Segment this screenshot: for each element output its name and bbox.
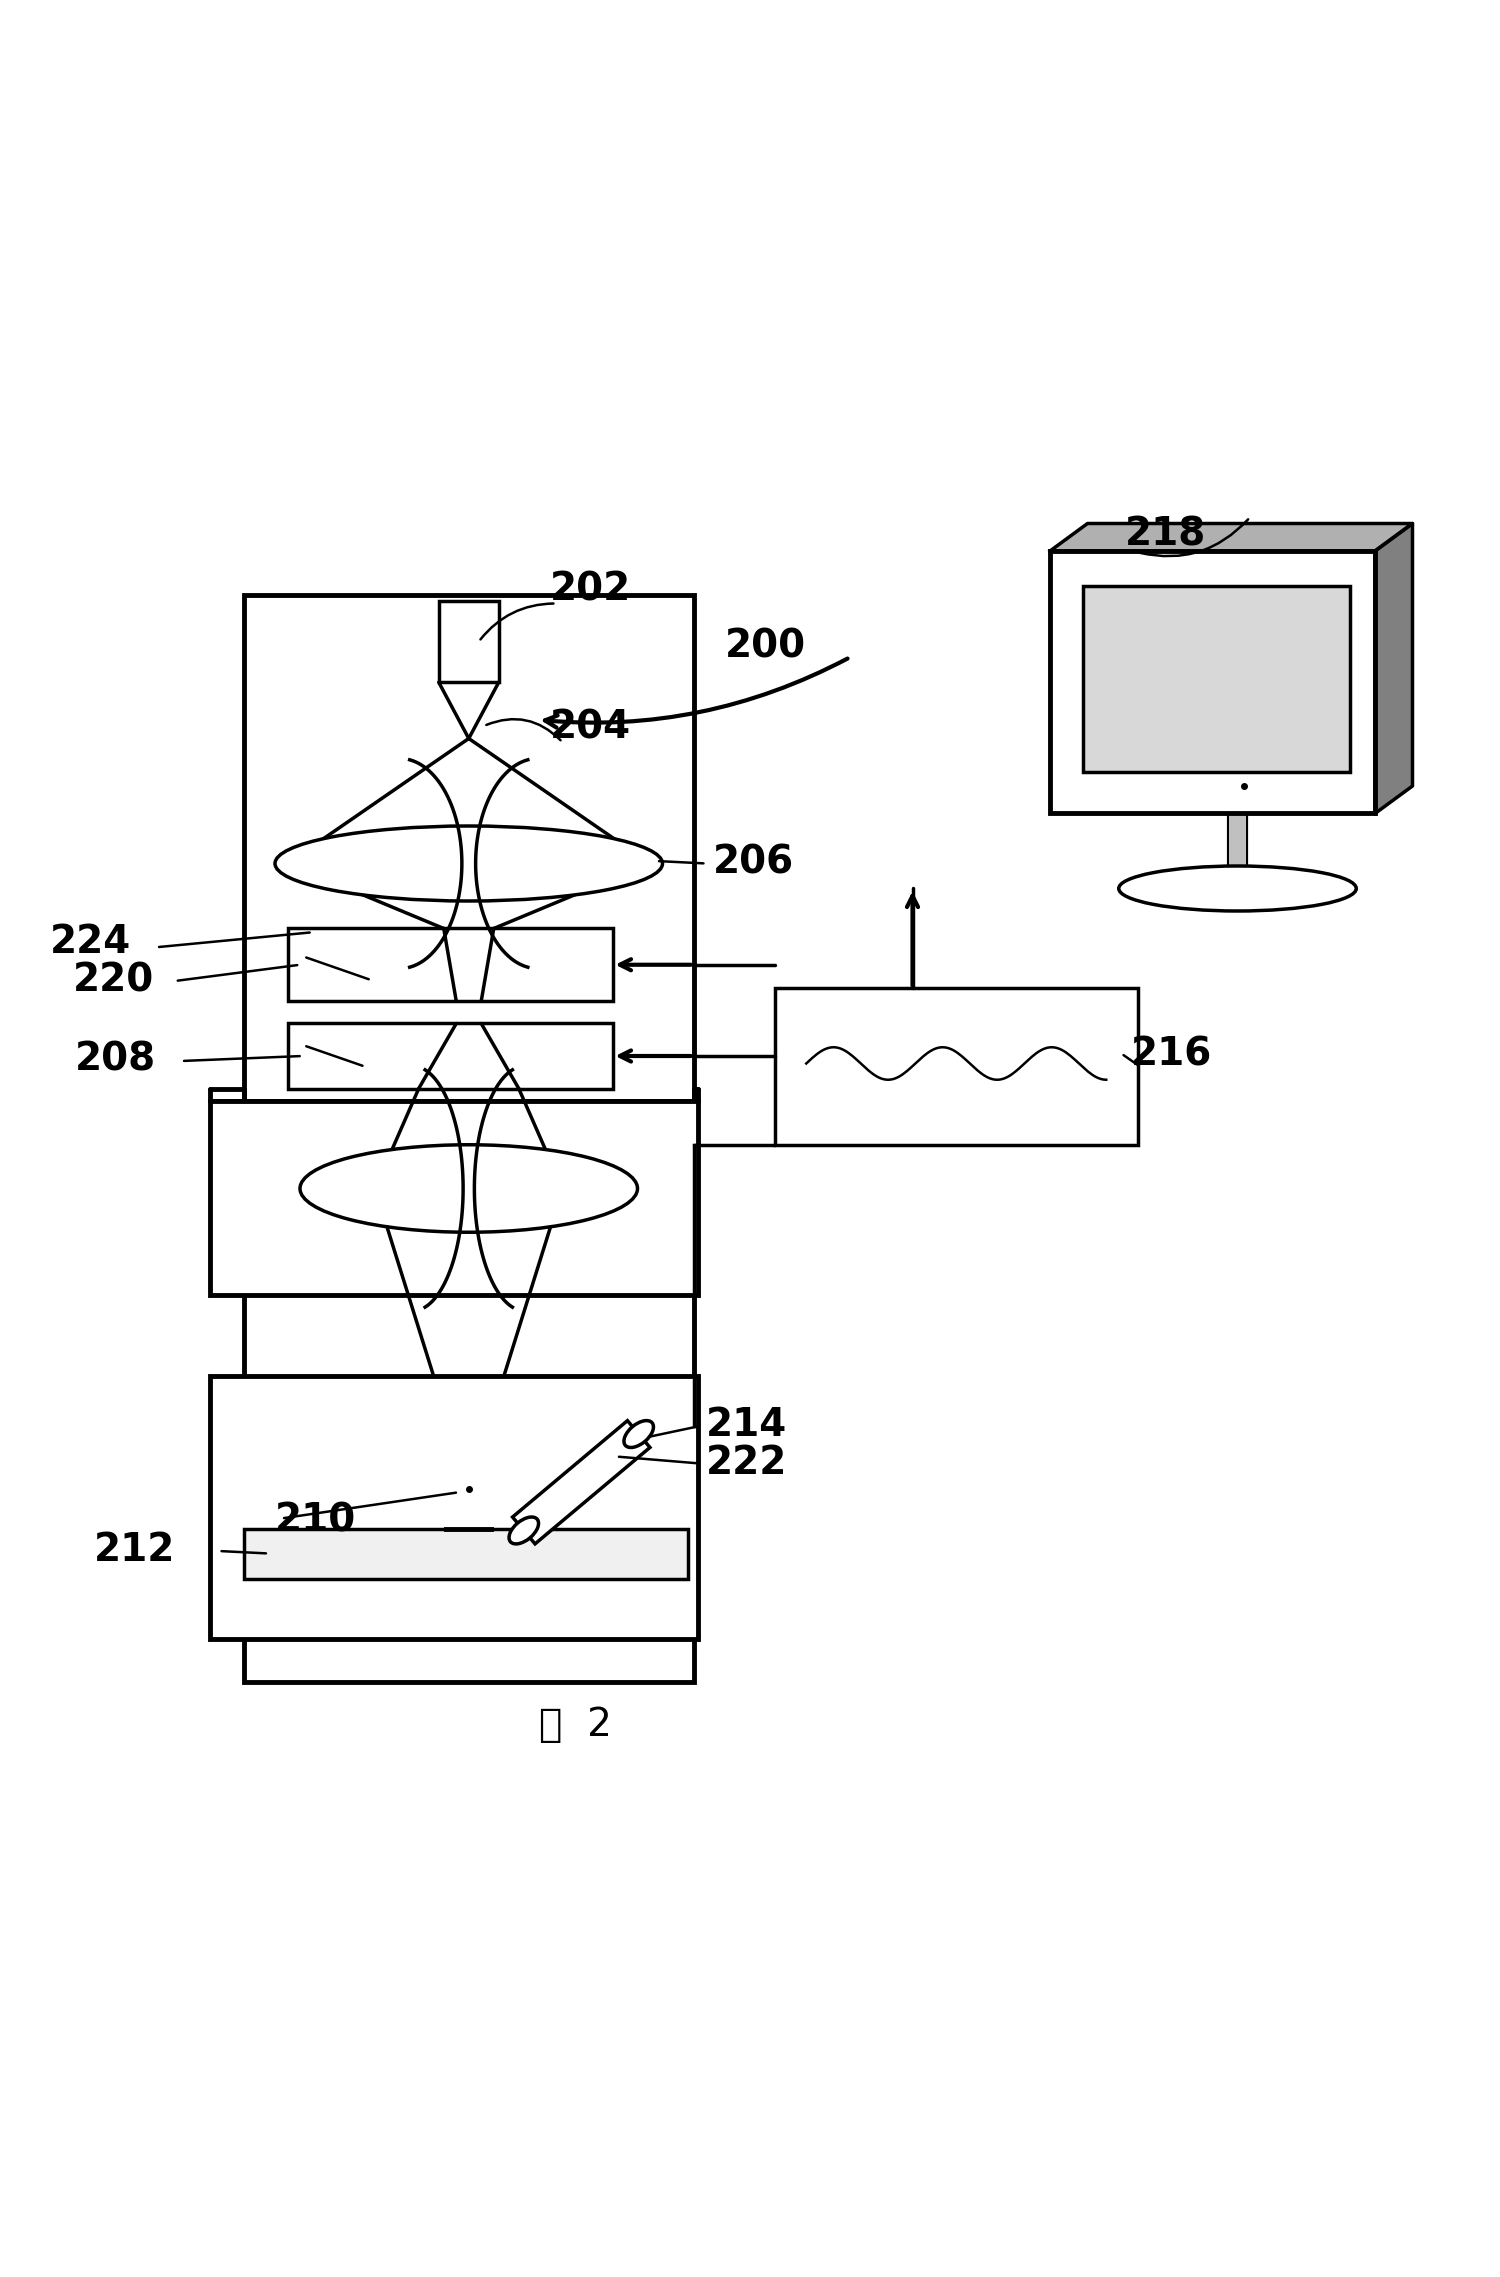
Polygon shape — [1050, 524, 1413, 551]
Ellipse shape — [509, 1516, 538, 1544]
Polygon shape — [1228, 813, 1246, 888]
FancyBboxPatch shape — [1050, 551, 1376, 813]
Text: 218: 218 — [1125, 517, 1206, 553]
Text: 212: 212 — [93, 1530, 176, 1569]
Text: 210: 210 — [274, 1501, 357, 1539]
Polygon shape — [1376, 524, 1413, 813]
Ellipse shape — [624, 1421, 654, 1448]
FancyBboxPatch shape — [210, 1102, 698, 1296]
Text: 图  2: 图 2 — [538, 1705, 612, 1744]
Ellipse shape — [300, 1145, 638, 1232]
FancyBboxPatch shape — [210, 1375, 698, 1639]
FancyBboxPatch shape — [288, 1022, 612, 1088]
Text: 222: 222 — [706, 1444, 788, 1482]
FancyBboxPatch shape — [438, 601, 498, 683]
Polygon shape — [513, 1421, 650, 1544]
FancyBboxPatch shape — [243, 1528, 687, 1578]
Ellipse shape — [1119, 865, 1356, 911]
FancyBboxPatch shape — [243, 594, 693, 1683]
FancyBboxPatch shape — [1083, 585, 1350, 772]
Text: 224: 224 — [50, 924, 132, 961]
Text: 202: 202 — [550, 572, 632, 608]
Text: 204: 204 — [550, 708, 632, 747]
Text: 216: 216 — [1131, 1036, 1212, 1075]
Ellipse shape — [274, 827, 663, 902]
Text: 220: 220 — [72, 961, 153, 1000]
Text: 214: 214 — [706, 1405, 788, 1444]
FancyBboxPatch shape — [288, 929, 612, 1002]
Text: 206: 206 — [712, 842, 794, 881]
Text: 200: 200 — [724, 626, 806, 665]
Text: 208: 208 — [75, 1041, 156, 1079]
FancyBboxPatch shape — [776, 988, 1137, 1145]
